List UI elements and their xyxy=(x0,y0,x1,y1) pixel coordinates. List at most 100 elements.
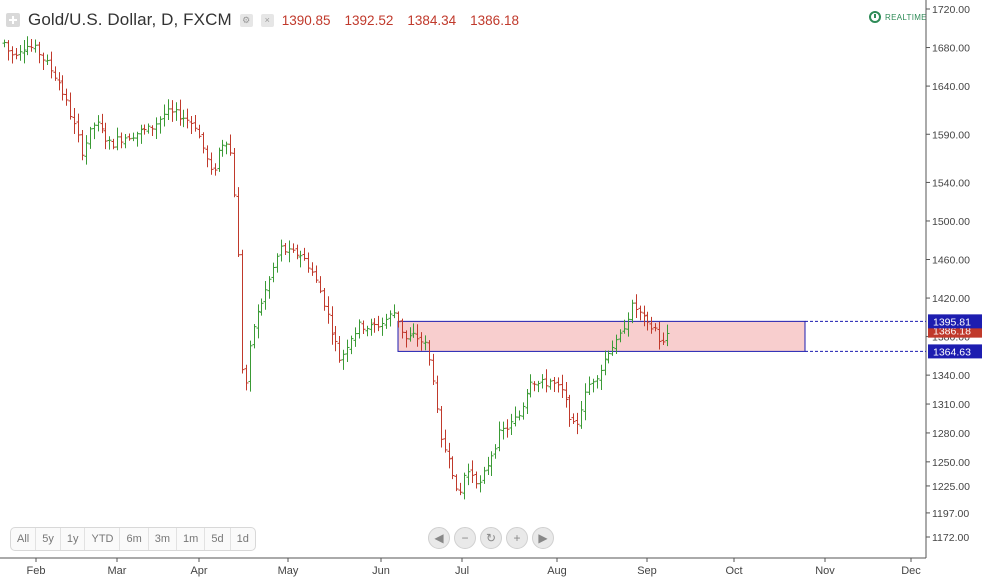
scroll-right-button[interactable]: ▶ xyxy=(532,527,554,549)
ohlc-bar xyxy=(57,72,62,91)
ohlc-bar xyxy=(84,135,89,165)
ohlc-bar xyxy=(361,320,366,335)
range-button-5d[interactable]: 5d xyxy=(205,528,231,550)
range-button-ytd[interactable]: YTD xyxy=(85,528,121,550)
ohlc-bar xyxy=(536,380,541,393)
ohlc-bar xyxy=(68,92,73,120)
ohlc-bar xyxy=(295,244,300,260)
ohlc-bar xyxy=(127,133,132,141)
y-tick-label: 1720.00 xyxy=(932,4,970,16)
ohlc-bar xyxy=(302,247,307,261)
ohlc-bar xyxy=(517,410,522,421)
ohlc-bar xyxy=(333,325,338,352)
ohlc-bar xyxy=(521,402,526,420)
x-tick-label: Jun xyxy=(372,565,390,577)
ohlc-bar xyxy=(232,148,237,198)
ohlc-bar xyxy=(443,429,448,453)
ohlc-bar xyxy=(279,239,284,262)
realtime-badge: REALTIME xyxy=(869,11,927,23)
ohlc-bar xyxy=(579,401,584,429)
ohlc-bar xyxy=(10,46,15,64)
ohlc-bar xyxy=(583,383,588,421)
ohlc-bar xyxy=(158,116,163,134)
ohlc-bar xyxy=(45,54,50,66)
ohlc-bar xyxy=(657,321,662,350)
ohlc-bar xyxy=(634,294,639,319)
ohlc-bar xyxy=(447,442,452,469)
ohlc-bar xyxy=(111,138,116,150)
ohlc-bar xyxy=(450,456,455,480)
ohlc-bar xyxy=(388,310,393,327)
ohlc-bar xyxy=(181,109,186,128)
y-tick-label: 1225.00 xyxy=(932,481,970,493)
ohlc-bar xyxy=(489,451,494,477)
zoom-in-button[interactable]: + xyxy=(506,527,528,549)
ohlc-bar xyxy=(439,405,444,448)
ohlc-bar xyxy=(380,317,385,336)
high-value: 1392.52 xyxy=(344,12,394,28)
range-button-1m[interactable]: 1m xyxy=(177,528,206,550)
settings-icon[interactable]: ⚙ xyxy=(239,13,253,27)
ohlc-bar xyxy=(314,265,319,283)
ohlc-bar xyxy=(564,381,569,408)
symbol-title[interactable]: Gold/U.S. Dollar, D, FXCM xyxy=(28,10,232,29)
ohlc-bar xyxy=(501,421,506,440)
ohlc-bar xyxy=(622,319,627,334)
ohlc-bar xyxy=(626,312,631,337)
support-zone-rectangle[interactable] xyxy=(397,320,806,352)
ohlc-bar xyxy=(88,126,93,149)
zone-top-label-bg xyxy=(928,314,982,329)
ohlc-bar xyxy=(330,306,335,345)
y-tick-label: 1460.00 xyxy=(932,255,970,267)
ohlc-bar xyxy=(287,240,292,263)
range-button-1y[interactable]: 1y xyxy=(61,528,86,550)
ohlc-bar xyxy=(372,318,377,333)
scroll-left-button[interactable]: ◀ xyxy=(428,527,450,549)
add-symbol-icon[interactable] xyxy=(6,13,20,27)
range-button-3m[interactable]: 3m xyxy=(149,528,178,550)
ohlc-bar xyxy=(369,318,374,336)
ohlc-bar xyxy=(365,325,370,337)
ohlc-bar xyxy=(6,40,11,61)
zone-bottom-label: 1364.63 xyxy=(933,346,971,358)
range-button-all[interactable]: All xyxy=(11,528,37,550)
range-button-5y[interactable]: 5y xyxy=(36,528,61,550)
ohlc-bar xyxy=(37,41,42,64)
reset-button[interactable]: ↻ xyxy=(480,527,502,549)
y-tick-label: 1420.00 xyxy=(932,293,970,305)
ohlc-bar xyxy=(610,340,615,356)
ohlc-bar xyxy=(326,296,331,324)
ohlc-bar xyxy=(252,323,257,349)
x-tick-label: Sep xyxy=(637,565,657,577)
ohlc-bar xyxy=(220,139,225,157)
ohlc-bar xyxy=(201,132,206,154)
ohlc-bar xyxy=(224,141,229,155)
ohlc-bar xyxy=(357,319,362,339)
close-icon[interactable]: × xyxy=(260,13,274,27)
ohlc-bar xyxy=(162,104,167,127)
ohlc-bar xyxy=(341,349,346,370)
y-tick-label: 1172.00 xyxy=(932,532,969,544)
ohlc-bar xyxy=(166,99,171,120)
ohlc-bar xyxy=(482,466,487,484)
ohlc-bar xyxy=(630,299,635,324)
ohlc-bar xyxy=(185,108,190,129)
ohlc-bar xyxy=(60,75,65,101)
ohlc-bar xyxy=(458,482,463,496)
ohlc-bar xyxy=(291,243,296,253)
ohlc-bar xyxy=(505,419,510,438)
range-button-6m[interactable]: 6m xyxy=(120,528,149,550)
ohlc-bar xyxy=(123,134,128,149)
x-tick-label: Feb xyxy=(27,565,46,577)
ohlc-bar xyxy=(661,332,666,345)
ohlc-bar xyxy=(150,125,155,137)
zoom-out-button[interactable]: − xyxy=(454,527,476,549)
ohlc-bar xyxy=(41,52,46,71)
ohlc-bar xyxy=(599,364,604,391)
range-button-1d[interactable]: 1d xyxy=(236,533,249,545)
ohlc-bar xyxy=(306,252,311,273)
ohlc-bar xyxy=(603,350,608,376)
x-tick-label: Jul xyxy=(455,565,469,577)
ohlc-bar xyxy=(614,334,619,355)
